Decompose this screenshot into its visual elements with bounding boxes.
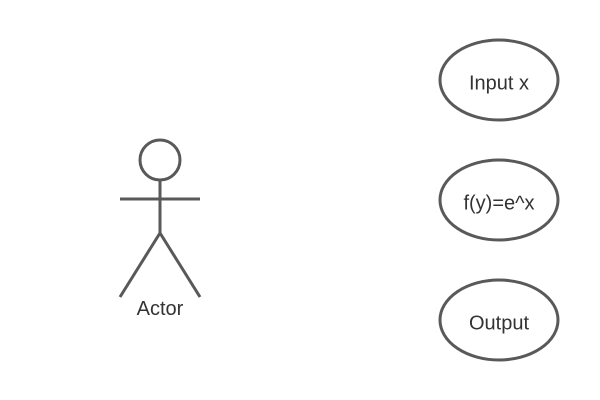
actor[interactable]: Actor: [118, 138, 202, 320]
use-case-output-label: Output: [469, 312, 529, 334]
use-case-output-ellipse: [438, 278, 560, 362]
actor-head: [138, 138, 182, 182]
use-case-input-ellipse: [438, 38, 560, 122]
use-case-function-ellipse: [438, 158, 560, 242]
actor-left-leg: [118, 232, 162, 298]
actor-label: Actor: [137, 298, 184, 320]
use-case-output[interactable]: Output: [438, 278, 560, 362]
actor-right-leg: [158, 232, 202, 298]
use-case-function-label: f(y)=e^x: [463, 192, 534, 214]
use-case-input-label: Input x: [469, 72, 529, 94]
use-case-input[interactable]: Input x: [438, 38, 560, 122]
use-case-function[interactable]: f(y)=e^x: [438, 158, 560, 242]
